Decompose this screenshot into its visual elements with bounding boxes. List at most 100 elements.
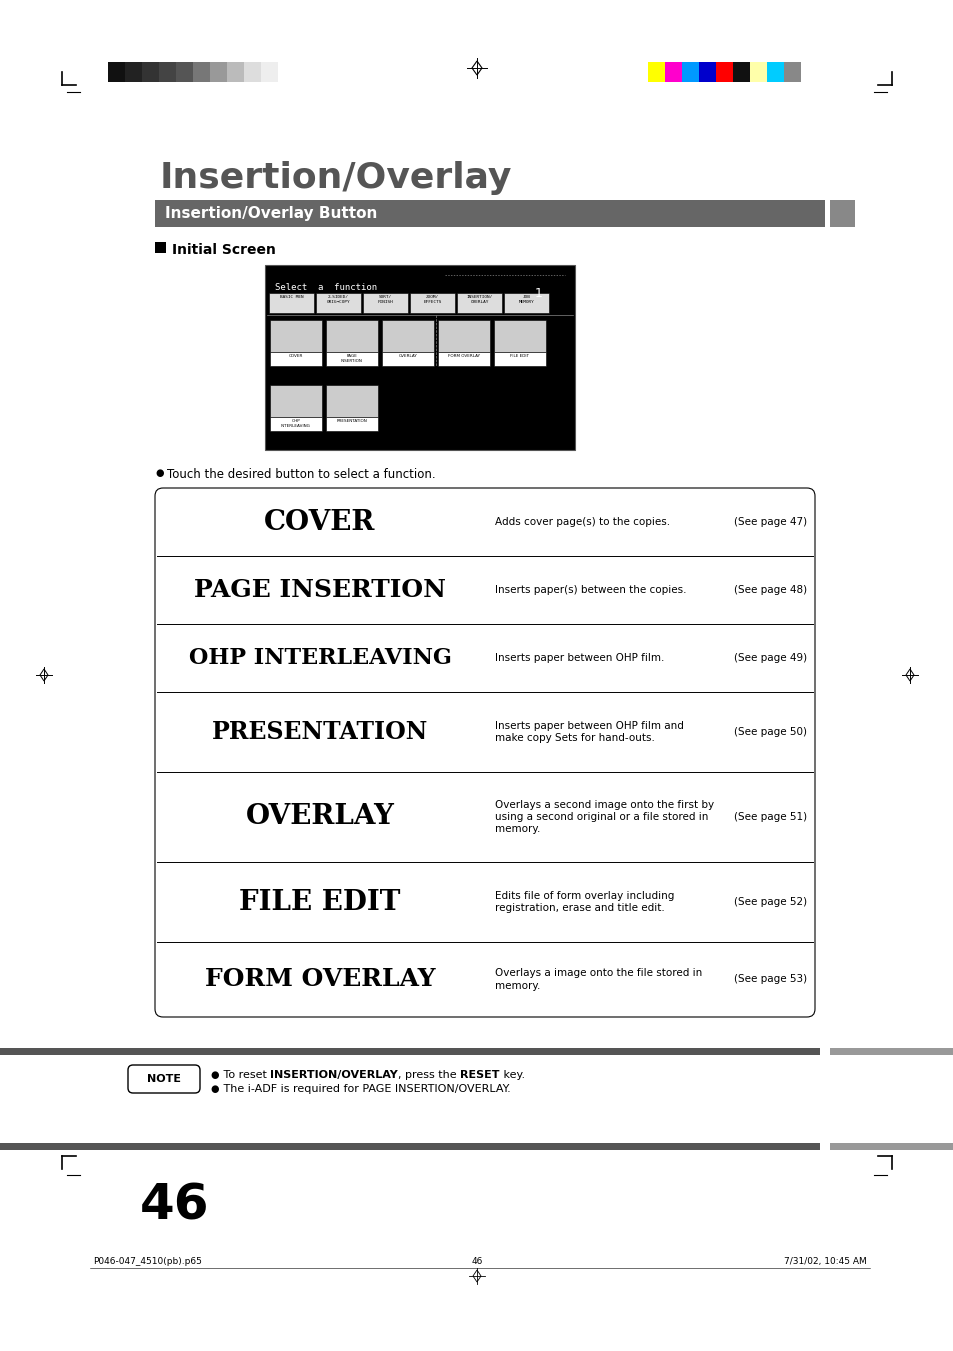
Text: 2-SIDED/
ORIG→COPY: 2-SIDED/ ORIG→COPY [326, 295, 350, 304]
Text: Inserts paper between OHP film.: Inserts paper between OHP film. [495, 653, 663, 663]
Bar [437, 353, 490, 366]
Bar [326, 385, 377, 417]
Bar [381, 320, 434, 353]
Text: RESET: RESET [459, 1070, 499, 1079]
Bar [699, 62, 716, 82]
Text: To reset: To reset [220, 1070, 270, 1079]
Bar [154, 200, 824, 227]
Text: Overlays a second image onto the first by
using a second original or a file stor: Overlays a second image onto the first b… [495, 800, 714, 835]
Text: , press the: , press the [397, 1070, 459, 1079]
Text: 46: 46 [140, 1182, 210, 1229]
Text: (See page 47): (See page 47) [733, 517, 806, 527]
Text: 1: 1 [535, 286, 542, 300]
Bar [269, 293, 314, 313]
Text: OHP
INTERLEAVING: OHP INTERLEAVING [281, 419, 311, 428]
Text: (See page 52): (See page 52) [733, 897, 806, 907]
Bar [193, 62, 210, 82]
Bar [270, 417, 322, 431]
FancyBboxPatch shape [154, 488, 814, 1017]
Bar [326, 353, 377, 366]
Bar [749, 62, 766, 82]
Text: Touch the desired button to select a function.: Touch the desired button to select a fun… [167, 467, 436, 481]
Bar [410, 293, 455, 313]
Bar [108, 62, 125, 82]
Bar [0, 1143, 820, 1150]
Text: Edits file of form overlay including
registration, erase and title edit.: Edits file of form overlay including reg… [495, 890, 674, 913]
Text: ●: ● [210, 1070, 218, 1079]
Bar [175, 62, 193, 82]
Text: INSERTION/OVERLAY: INSERTION/OVERLAY [270, 1070, 397, 1079]
Text: FORM OVERLAY: FORM OVERLAY [205, 967, 435, 992]
Bar [783, 62, 801, 82]
Text: Inserts paper(s) between the copies.: Inserts paper(s) between the copies. [495, 585, 686, 594]
Bar [210, 62, 227, 82]
Text: Inserts paper between OHP film and
make copy Sets for hand-outs.: Inserts paper between OHP film and make … [495, 721, 683, 743]
Bar [270, 353, 322, 366]
Text: ●: ● [154, 467, 163, 478]
Text: SORT/
FINISH: SORT/ FINISH [377, 295, 393, 304]
Bar [326, 417, 377, 431]
Bar [315, 293, 360, 313]
Bar [270, 320, 322, 353]
Text: Adds cover page(s) to the copies.: Adds cover page(s) to the copies. [495, 517, 669, 527]
Bar [437, 320, 490, 353]
Text: NOTE: NOTE [147, 1074, 181, 1084]
Bar [261, 62, 277, 82]
Bar [681, 62, 699, 82]
Text: BASIC MEN: BASIC MEN [279, 295, 303, 299]
Bar [829, 200, 854, 227]
Text: key.: key. [499, 1070, 524, 1079]
Bar [227, 62, 244, 82]
Text: 7/31/02, 10:45 AM: 7/31/02, 10:45 AM [783, 1256, 866, 1266]
Text: (See page 51): (See page 51) [733, 812, 806, 821]
Bar [270, 385, 322, 417]
Text: PRESENTATION: PRESENTATION [212, 720, 428, 744]
Text: OHP INTERLEAVING: OHP INTERLEAVING [189, 647, 451, 669]
Bar [0, 1048, 820, 1055]
Text: JOB
MEMORY: JOB MEMORY [518, 295, 534, 304]
Bar [664, 62, 681, 82]
Bar [766, 62, 783, 82]
Text: (See page 53): (See page 53) [733, 974, 806, 985]
Bar [154, 242, 166, 253]
Text: OVERLAY: OVERLAY [398, 354, 417, 358]
Text: PRESENTATION: PRESENTATION [336, 419, 367, 423]
Bar [732, 62, 749, 82]
Text: Overlays a image onto the file stored in
memory.: Overlays a image onto the file stored in… [495, 969, 701, 990]
Text: FILE EDIT: FILE EDIT [510, 354, 529, 358]
Text: OVERLAY: OVERLAY [245, 804, 394, 831]
Text: ●: ● [210, 1084, 218, 1094]
Bar [363, 293, 408, 313]
Text: INSERTION/
OVERLAY: INSERTION/ OVERLAY [466, 295, 492, 304]
Text: COVER: COVER [264, 508, 375, 535]
Bar [494, 353, 545, 366]
Text: P046-047_4510(pb).p65: P046-047_4510(pb).p65 [92, 1256, 202, 1266]
Text: COVER: COVER [289, 354, 303, 358]
Text: FILE EDIT: FILE EDIT [239, 889, 400, 916]
Bar [265, 265, 575, 450]
Text: (See page 48): (See page 48) [733, 585, 806, 594]
Bar [456, 293, 501, 313]
Bar [494, 320, 545, 353]
Text: PAGE
INSERTION: PAGE INSERTION [341, 354, 362, 362]
Text: PAGE INSERTION: PAGE INSERTION [193, 578, 446, 603]
Text: Insertion/Overlay Button: Insertion/Overlay Button [165, 205, 377, 222]
Bar [142, 62, 159, 82]
Text: Insertion/Overlay: Insertion/Overlay [160, 161, 512, 195]
Text: Select  a  function: Select a function [274, 282, 376, 292]
Text: FORM OVERLAY: FORM OVERLAY [448, 354, 479, 358]
Text: The i-ADF is required for PAGE INSERTION/OVERLAY.: The i-ADF is required for PAGE INSERTION… [220, 1084, 510, 1094]
Bar [829, 1048, 953, 1055]
Text: ZOOM/
EFFECTS: ZOOM/ EFFECTS [423, 295, 441, 304]
Bar [716, 62, 732, 82]
Bar [381, 353, 434, 366]
Bar [244, 62, 261, 82]
Text: Initial Screen: Initial Screen [172, 243, 275, 257]
Text: 46: 46 [471, 1256, 482, 1266]
Bar [503, 293, 548, 313]
Bar [647, 62, 664, 82]
FancyBboxPatch shape [128, 1065, 200, 1093]
Text: (See page 50): (See page 50) [733, 727, 806, 738]
Bar [829, 1143, 953, 1150]
Text: (See page 49): (See page 49) [733, 653, 806, 663]
